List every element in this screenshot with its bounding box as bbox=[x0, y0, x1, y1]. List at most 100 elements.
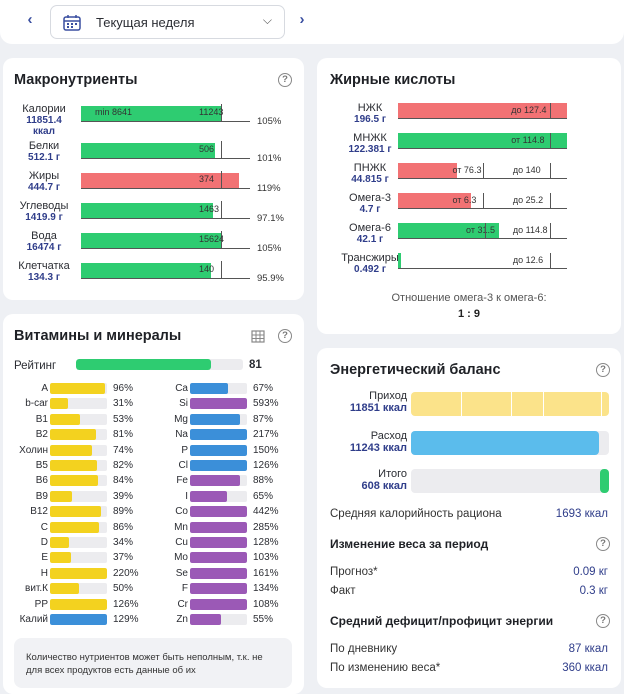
nutrient-bar bbox=[50, 413, 107, 425]
forecast-value: 0.09 кг bbox=[573, 566, 608, 578]
nutrient-row: I 65% bbox=[151, 490, 281, 504]
nutrient-row: Co 442% bbox=[151, 505, 281, 519]
fatty-acid-name: Трансжиры bbox=[341, 252, 399, 264]
fatty-acid-row: НЖК 196.5 г до 127.4 bbox=[317, 103, 622, 133]
nutrient-name: Co bbox=[175, 506, 188, 518]
nutrient-bar bbox=[50, 521, 107, 533]
fatty-acid-max: до 114.8 bbox=[512, 225, 548, 235]
nutrient-percent: 442% bbox=[253, 506, 279, 518]
prev-week-icon[interactable]: ‹ bbox=[27, 11, 33, 28]
macro-row: Углеводы 1419.9 г 1463 97.1% bbox=[0, 201, 305, 235]
help-icon[interactable]: ? bbox=[278, 73, 292, 87]
macro-label: Белки 512.1 г bbox=[14, 141, 74, 164]
nutrient-bar bbox=[50, 567, 107, 579]
omega-ratio-label: Отношение омега-3 к омега-6: bbox=[391, 292, 547, 304]
nutrient-percent: 103% bbox=[253, 552, 279, 564]
fatty-acid-value: 122.381 г bbox=[348, 144, 392, 155]
macro-name: Калории bbox=[22, 103, 66, 115]
weight-change-value: 360 ккал bbox=[562, 662, 608, 674]
nutrient-row: вит.К 50% bbox=[11, 582, 141, 596]
fatty-acid-min-tick bbox=[482, 193, 484, 209]
nutrient-name: PP bbox=[34, 598, 48, 610]
fatty-acid-max-tick bbox=[550, 253, 552, 269]
nutrient-percent: 65% bbox=[253, 490, 274, 502]
total-track bbox=[411, 469, 609, 493]
nutrient-row: Mo 103% bbox=[151, 551, 281, 565]
help-icon[interactable]: ? bbox=[596, 537, 610, 551]
week-label: Текущая неделя bbox=[96, 15, 195, 30]
macro-axis bbox=[81, 188, 250, 189]
nutrient-percent: 67% bbox=[253, 383, 274, 394]
nutrient-bar bbox=[190, 460, 247, 471]
nutrient-row: Fe 88% bbox=[151, 474, 281, 488]
macro-value: 512.1 г bbox=[28, 152, 60, 163]
nutrient-name: I bbox=[185, 490, 188, 502]
nutrient-bar bbox=[50, 429, 107, 441]
nutrient-percent: 74% bbox=[113, 444, 134, 456]
fatty-acid-max-tick bbox=[550, 223, 552, 239]
macro-percent: 105% bbox=[257, 243, 282, 254]
macro-percent: 105% bbox=[257, 116, 282, 127]
nutrient-name: Si bbox=[179, 398, 188, 410]
help-icon[interactable]: ? bbox=[596, 614, 610, 628]
weight-change-title: Изменение веса за период bbox=[330, 537, 489, 551]
week-selector[interactable]: Текущая неделя ⌵ bbox=[50, 5, 285, 39]
nutrient-row: B12 89% bbox=[11, 505, 141, 519]
nutrient-percent: 150% bbox=[253, 444, 279, 456]
nutrient-bar bbox=[190, 413, 247, 425]
nutrient-fill bbox=[190, 413, 240, 425]
total-bar bbox=[600, 469, 609, 493]
help-icon[interactable]: ? bbox=[278, 329, 292, 343]
macro-norm-tick bbox=[221, 104, 222, 122]
fatty-acid-bar bbox=[398, 223, 500, 238]
nutrient-fill bbox=[50, 567, 107, 579]
nutrient-fill bbox=[50, 444, 93, 456]
fatty-acid-label: НЖК 196.5 г bbox=[335, 102, 405, 126]
vitamins-card: Витамины и минералы ? Рейтинг 81 bbox=[3, 314, 304, 694]
macro-norm-label: 140 bbox=[199, 264, 215, 274]
nutrient-fill bbox=[190, 552, 247, 564]
fatty-acid-name: НЖК bbox=[357, 102, 383, 114]
table-icon[interactable] bbox=[251, 330, 265, 343]
nutrient-percent: 81% bbox=[113, 429, 134, 441]
nutrient-fill bbox=[190, 429, 247, 441]
nutrient-bar bbox=[190, 614, 247, 625]
macro-name: Клетчатка bbox=[18, 260, 70, 272]
expense-bar bbox=[411, 431, 600, 455]
nutrient-name: Fe bbox=[176, 475, 188, 487]
nutrient-row: Na 217% bbox=[151, 428, 281, 442]
macro-bar bbox=[81, 203, 213, 218]
fatty-acid-bar bbox=[398, 193, 471, 208]
macro-norm-tick bbox=[221, 201, 222, 219]
fatty-acid-row: ПНЖК 44.815 г от 76.3 до 140 bbox=[317, 163, 622, 193]
nutrient-bar bbox=[50, 398, 107, 410]
fatty-acid-min-tick bbox=[484, 223, 486, 239]
nutrient-row: H 220% bbox=[11, 567, 141, 581]
nutrient-name: B9 bbox=[35, 490, 48, 502]
nutrient-name: F bbox=[181, 583, 188, 595]
macro-norm-label: 15624 bbox=[199, 234, 225, 244]
nutrient-bar bbox=[50, 614, 107, 625]
nutrient-name: b-car bbox=[25, 398, 48, 410]
nutrient-fill bbox=[190, 598, 247, 610]
rating-bar bbox=[76, 359, 243, 370]
nutrient-row: F 134% bbox=[151, 582, 281, 596]
expense-value: 11243 ккал bbox=[349, 442, 407, 454]
nutrient-fill bbox=[50, 598, 107, 610]
macro-name: Вода bbox=[31, 230, 57, 242]
nutrient-bar bbox=[50, 552, 107, 564]
nutrient-bar bbox=[190, 398, 247, 410]
nutrient-percent: 31% bbox=[113, 398, 134, 410]
nutrient-bar bbox=[50, 598, 107, 610]
nutrient-bar bbox=[190, 598, 247, 610]
help-icon[interactable]: ? bbox=[596, 363, 610, 377]
nutrient-row: Cu 128% bbox=[151, 536, 281, 550]
nutrient-fill bbox=[50, 537, 70, 548]
next-week-icon[interactable]: › bbox=[299, 11, 305, 28]
macro-value: 11851.4 bbox=[26, 115, 62, 126]
macro-bar bbox=[81, 106, 221, 121]
top-bar: ‹ Текущая неделя ⌵ › bbox=[0, 0, 624, 44]
nutrient-percent: 55% bbox=[253, 614, 274, 625]
fatty-acid-max: до 25.2 bbox=[512, 195, 544, 205]
nutrient-percent: 129% bbox=[113, 614, 139, 625]
